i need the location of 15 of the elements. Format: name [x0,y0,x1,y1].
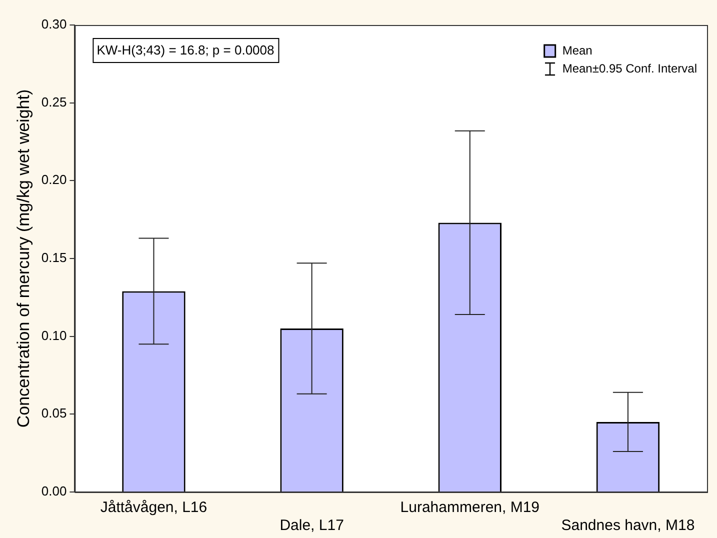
y-tick-label: 0.25 [41,94,67,110]
legend-label: Mean [562,43,592,58]
y-tick-label: 0.00 [41,484,67,499]
y-tick-label: 0.30 [41,16,67,32]
y-tick-label: 0.20 [41,172,67,188]
y-tick-label: 0.05 [41,406,67,421]
y-tick-label: 0.10 [41,328,67,343]
annotation: KW-H(3;43) = 16.8; p = 0.0008 [96,42,274,58]
y-tick-label: 0.15 [41,250,67,266]
annotation: Mean±0.95 Conf. Interval [562,61,698,76]
x-tick-label: Sandnes havn, M18 [561,517,695,534]
y-axis-title: Concentration of mercury (mg/kg wet weight) [14,89,33,428]
x-tick-label: Jåttåvågen, L16 [100,499,208,516]
x-tick-label: Dale, L17 [280,517,344,534]
x-tick-label: Lurahammeren, M19 [400,499,540,516]
